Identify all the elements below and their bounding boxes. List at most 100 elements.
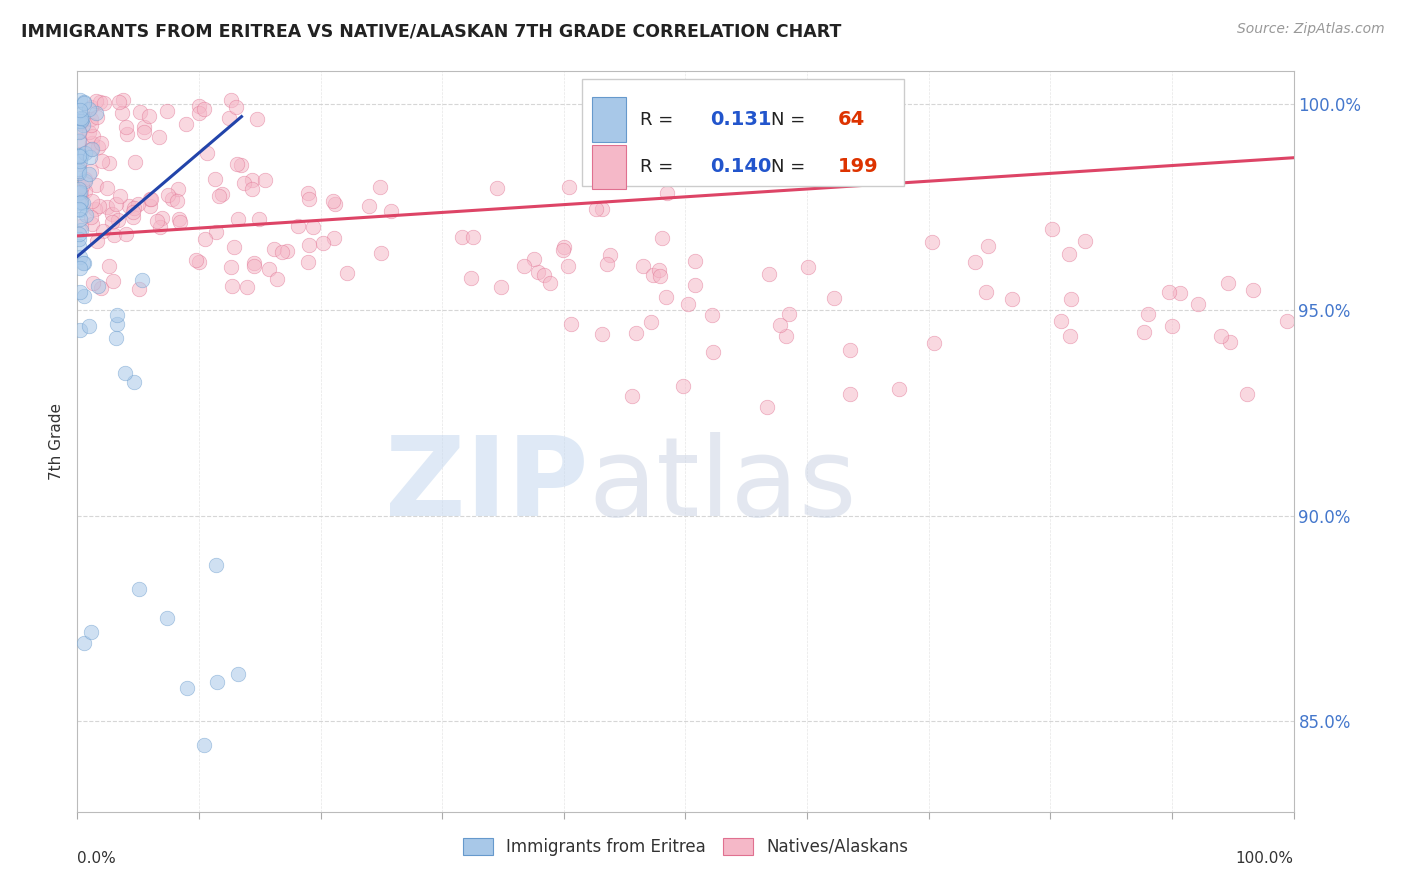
Point — [67, 164, 90, 178]
Point — [72, 195, 94, 210]
Point — [69, 196, 91, 211]
Point — [247, 212, 270, 227]
Point — [1187, 297, 1209, 311]
Point — [823, 291, 845, 305]
Point — [93, 95, 115, 110]
Point — [90, 280, 112, 294]
Point — [276, 244, 298, 259]
Text: 0.131: 0.131 — [710, 110, 772, 129]
Point — [460, 270, 482, 285]
Point — [160, 192, 183, 206]
Point — [148, 130, 170, 145]
Point — [193, 738, 215, 752]
Point — [69, 285, 91, 300]
Point — [176, 681, 198, 696]
Point — [70, 113, 93, 128]
Point — [101, 274, 124, 288]
Point — [105, 308, 128, 322]
Point — [114, 366, 136, 380]
Point — [655, 290, 678, 304]
Point — [87, 199, 110, 213]
Point — [323, 231, 346, 245]
Point — [67, 133, 90, 147]
Point — [231, 158, 253, 172]
Point — [72, 178, 94, 193]
Point — [225, 100, 247, 114]
Point — [221, 260, 243, 275]
Point — [69, 149, 91, 163]
Point — [79, 164, 101, 178]
Point — [775, 329, 797, 343]
Point — [188, 255, 211, 269]
Point — [69, 190, 91, 204]
Point — [141, 192, 163, 206]
Point — [322, 194, 344, 209]
Point — [89, 95, 111, 109]
Text: 0.140: 0.140 — [710, 157, 770, 177]
Point — [77, 167, 100, 181]
Point — [101, 207, 124, 221]
Point — [67, 239, 90, 253]
Point — [86, 234, 108, 248]
Point — [242, 259, 264, 273]
Point — [96, 200, 118, 214]
Text: atlas: atlas — [588, 433, 856, 540]
Point — [538, 276, 561, 290]
Point — [560, 318, 582, 332]
Point — [523, 252, 546, 266]
Point — [676, 296, 699, 310]
Point — [107, 95, 129, 109]
Point — [591, 202, 613, 216]
Point — [105, 317, 128, 331]
Point — [138, 109, 160, 123]
Point — [769, 318, 792, 332]
Point — [702, 345, 724, 359]
Point — [67, 227, 90, 241]
Point — [226, 667, 249, 681]
Point — [491, 280, 513, 294]
Point — [226, 157, 249, 171]
Point — [80, 142, 103, 156]
Point — [69, 154, 91, 169]
Point — [69, 93, 91, 107]
Point — [80, 624, 103, 639]
Point — [219, 94, 242, 108]
Point — [111, 93, 134, 107]
Point — [527, 265, 550, 279]
Text: N =: N = — [770, 111, 804, 128]
Point — [77, 318, 100, 333]
Point — [620, 389, 643, 403]
Point — [463, 230, 485, 244]
Point — [370, 246, 392, 260]
Point — [557, 180, 579, 194]
Point — [75, 146, 97, 161]
Point — [259, 262, 281, 277]
Point — [977, 238, 1000, 252]
Point — [287, 219, 309, 233]
Point — [86, 178, 108, 193]
Point — [90, 136, 112, 150]
Point — [80, 217, 103, 231]
Point — [266, 272, 288, 286]
Point — [101, 215, 124, 229]
Point — [128, 582, 150, 596]
Point — [110, 189, 132, 203]
Point — [1161, 319, 1184, 334]
Point — [128, 282, 150, 296]
Point — [122, 201, 145, 215]
Point — [218, 111, 240, 125]
Point — [1277, 314, 1299, 328]
Text: 0.0%: 0.0% — [77, 851, 117, 865]
Point — [166, 194, 188, 208]
Point — [122, 375, 145, 389]
Point — [86, 279, 108, 293]
Point — [648, 262, 671, 277]
Point — [157, 187, 180, 202]
Point — [69, 219, 91, 233]
Point — [69, 103, 91, 117]
Point — [298, 238, 321, 252]
Point — [87, 140, 110, 154]
Point — [70, 185, 93, 199]
Point — [188, 106, 211, 120]
Point — [146, 213, 169, 227]
